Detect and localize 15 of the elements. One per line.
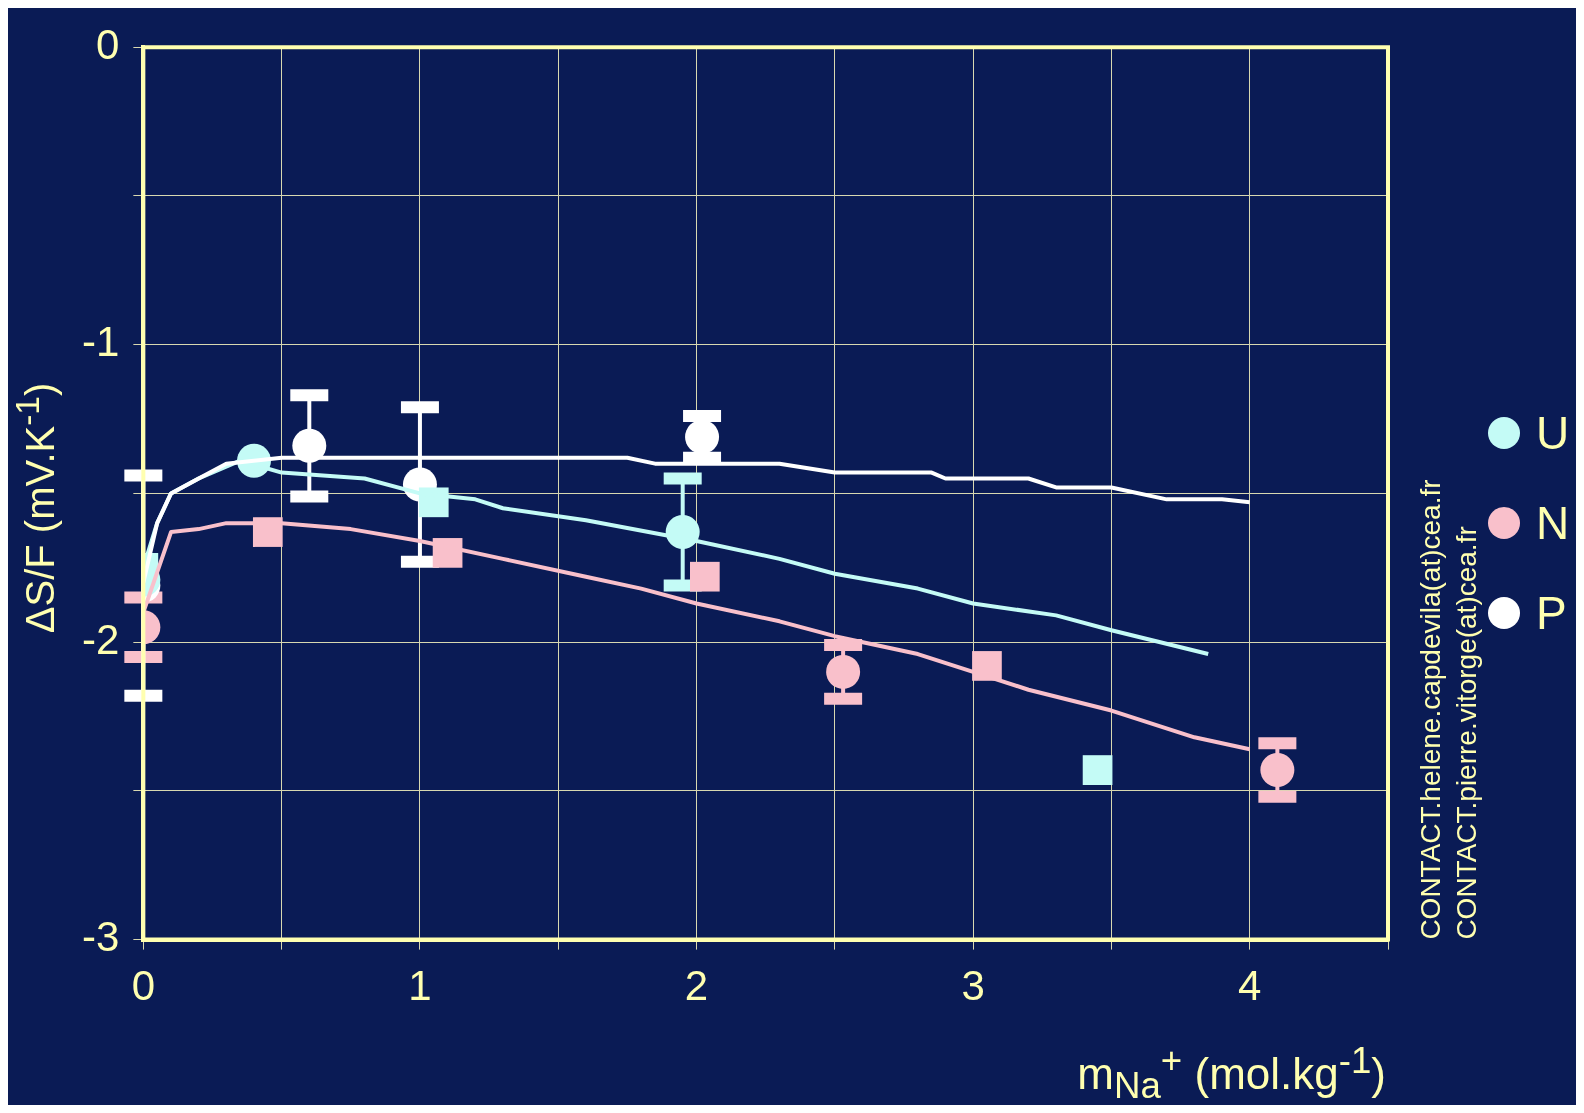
text: CONTACT.helene.capdevila(at)cea.fr <box>1414 479 1446 940</box>
text: CONTACT.pierre.vitorge(at)cea.fr <box>1450 526 1482 940</box>
x-tick-label: 3 <box>961 962 985 1010</box>
x-tick-label: 0 <box>131 962 156 1010</box>
y-tick-label: -2 <box>81 615 120 663</box>
legend-label: P <box>1536 586 1567 640</box>
y-tick-label: -1 <box>81 318 120 366</box>
x-tick-label: 2 <box>684 962 709 1010</box>
x-tick-label: 1 <box>408 962 432 1010</box>
legend-label: N <box>1536 496 1570 550</box>
x-axis-title: m$_{Na}$$^{+}$ (mol.kg$^{-1}$) <box>1077 1040 1386 1107</box>
legend-label: U <box>1536 406 1570 460</box>
x-tick-label: 4 <box>1238 962 1262 1010</box>
y-tick-label: 0 <box>95 20 120 68</box>
y-tick-label: -3 <box>81 913 120 961</box>
